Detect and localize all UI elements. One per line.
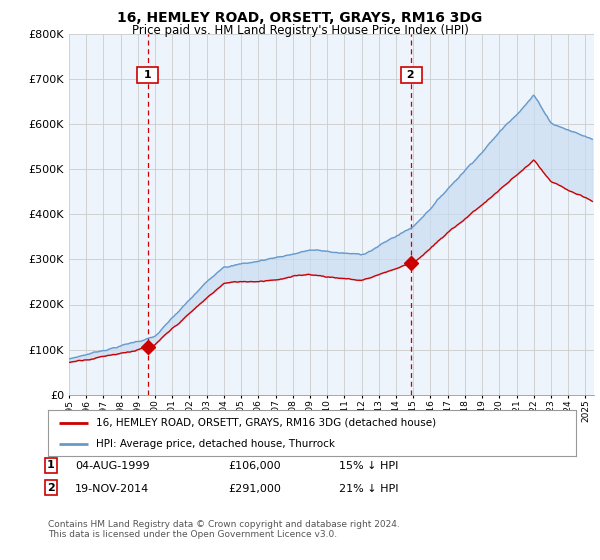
Text: £106,000: £106,000 — [228, 461, 281, 472]
Text: 21% ↓ HPI: 21% ↓ HPI — [339, 484, 398, 494]
Text: 1: 1 — [47, 460, 55, 470]
Text: 19-NOV-2014: 19-NOV-2014 — [75, 484, 149, 494]
Text: 16, HEMLEY ROAD, ORSETT, GRAYS, RM16 3DG: 16, HEMLEY ROAD, ORSETT, GRAYS, RM16 3DG — [118, 11, 482, 25]
Text: £291,000: £291,000 — [228, 484, 281, 494]
Text: Contains HM Land Registry data © Crown copyright and database right 2024.
This d: Contains HM Land Registry data © Crown c… — [48, 520, 400, 539]
Text: 15% ↓ HPI: 15% ↓ HPI — [339, 461, 398, 472]
Text: 2: 2 — [403, 70, 419, 80]
Text: 1: 1 — [140, 70, 155, 80]
Text: Price paid vs. HM Land Registry's House Price Index (HPI): Price paid vs. HM Land Registry's House … — [131, 24, 469, 37]
Text: HPI: Average price, detached house, Thurrock: HPI: Average price, detached house, Thur… — [95, 439, 335, 449]
Text: 2: 2 — [47, 483, 55, 493]
Text: 04-AUG-1999: 04-AUG-1999 — [75, 461, 149, 472]
Text: 16, HEMLEY ROAD, ORSETT, GRAYS, RM16 3DG (detached house): 16, HEMLEY ROAD, ORSETT, GRAYS, RM16 3DG… — [95, 418, 436, 428]
